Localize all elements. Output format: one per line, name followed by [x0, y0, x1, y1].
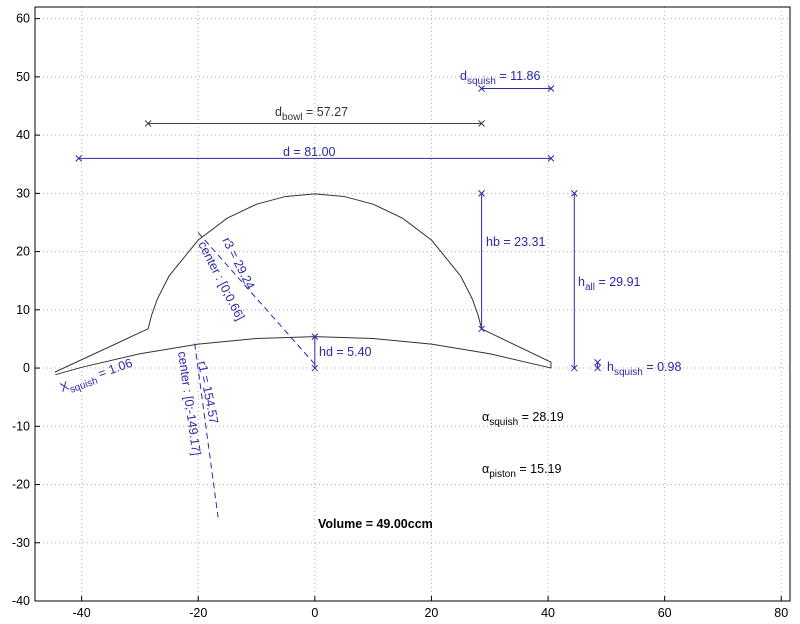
y-tick-label: -20	[12, 478, 30, 492]
annotation-text: hd = 5.40	[319, 345, 372, 359]
annotation-subscript: piston	[489, 469, 516, 480]
annotation-value: = 57.27	[303, 105, 349, 119]
annotation: hb = 23.31	[486, 235, 545, 249]
end-marker	[478, 189, 485, 197]
y-tick-label: 60	[16, 12, 30, 26]
annotation-text: α	[482, 410, 489, 424]
annotation-text: h	[607, 360, 614, 374]
y-tick-label: -40	[12, 594, 30, 608]
annotation: hall = 29.91	[578, 275, 641, 293]
annotation-value: = 28.19	[518, 410, 564, 424]
annotation-value: = 0.98	[643, 360, 682, 374]
end-marker	[547, 85, 555, 92]
end-marker	[570, 189, 578, 197]
annotation: αsquish = 28.19	[482, 410, 564, 428]
annotation-subscript: squish	[467, 76, 496, 87]
plot-frame	[34, 6, 791, 602]
end-marker	[311, 364, 319, 372]
annotation-subscript: squish	[489, 417, 518, 428]
end-marker	[478, 325, 485, 333]
end-marker	[75, 155, 83, 162]
x-tick-label: -40	[73, 606, 91, 620]
plot-area	[35, 7, 790, 601]
x-tick-label: 40	[541, 606, 555, 620]
annotation: dsquish = 11.86	[460, 69, 541, 87]
annotation: d = 81.00	[283, 145, 336, 159]
x-tick-label: 80	[774, 606, 788, 620]
annotation: hsquish = 0.98	[607, 360, 681, 378]
x-tick-label: -20	[189, 606, 207, 620]
annotation: Volume = 49.00ccm	[318, 517, 433, 531]
end-marker	[594, 364, 601, 372]
annotation: hd = 5.40	[319, 345, 372, 359]
y-tick-label: 0	[23, 361, 30, 375]
y-tick-label: 50	[16, 70, 30, 84]
annotation: dbowl = 57.27	[275, 105, 348, 123]
annotation-text: d	[460, 69, 467, 83]
end-marker	[478, 85, 485, 92]
y-tick-label: -10	[12, 419, 30, 433]
end-marker	[478, 120, 485, 127]
annotation-text: d	[275, 105, 282, 119]
radius-line	[194, 343, 219, 518]
annotation-text: h	[578, 275, 585, 289]
x-tick-label: 60	[658, 606, 672, 620]
annotation-subscript: squish	[614, 367, 643, 378]
end-marker	[570, 364, 578, 372]
annotation-subscript: all	[585, 282, 595, 293]
y-tick-label: 10	[16, 303, 30, 317]
y-tick-label: 40	[16, 128, 30, 142]
annotation-text: d = 81.00	[283, 145, 336, 159]
contour-line	[54, 193, 552, 373]
annotation-text: hb = 23.31	[486, 235, 545, 249]
end-marker	[594, 358, 601, 366]
end-marker	[144, 120, 152, 127]
y-tick-label: 20	[16, 245, 30, 259]
x-tick-label: 20	[424, 606, 438, 620]
end-marker	[547, 155, 555, 162]
y-tick-label: -30	[12, 536, 30, 550]
annotation-text: α	[482, 462, 489, 476]
annotation-text: Volume = 49.00ccm	[318, 517, 433, 531]
y-tick-label: 30	[16, 186, 30, 200]
x-tick-label: 0	[311, 606, 318, 620]
annotation: αpiston = 15.19	[482, 462, 561, 480]
annotation-value: = 29.91	[595, 275, 641, 289]
annotation-subscript: bowl	[282, 112, 303, 123]
annotation-value: = 15.19	[516, 462, 562, 476]
end-marker	[311, 333, 319, 340]
annotation-value: = 11.86	[496, 69, 541, 83]
